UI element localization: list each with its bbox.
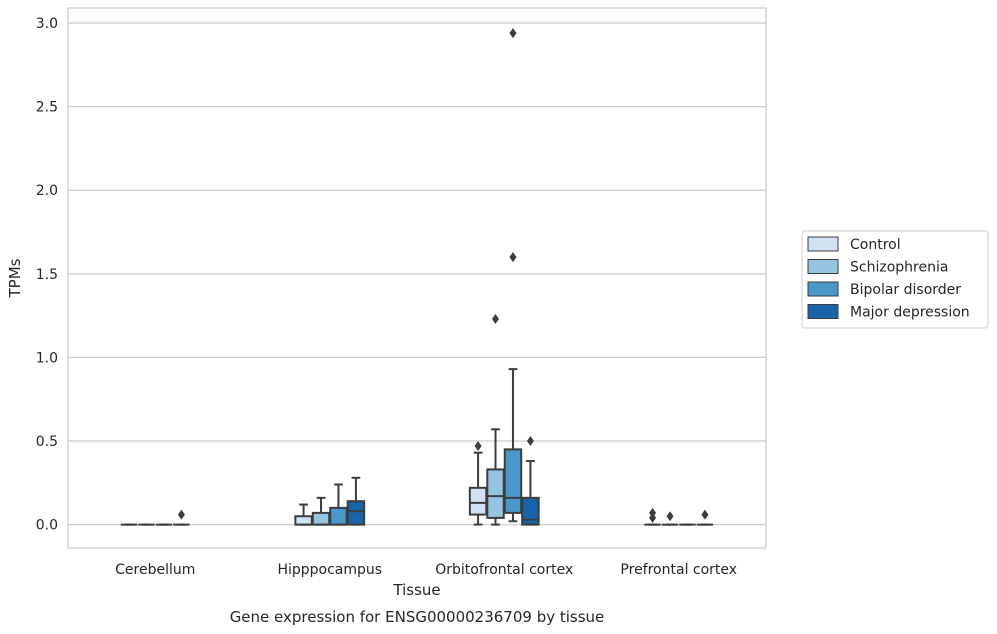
x-tick-label: Hipppocampus	[277, 562, 382, 578]
legend-label: Major depression	[850, 305, 970, 321]
series-group	[173, 436, 714, 526]
outlier-point	[177, 509, 185, 520]
x-tick-label: Cerebellum	[115, 562, 195, 578]
plot-background	[68, 8, 766, 548]
outlier-point	[701, 509, 709, 520]
iqr-box	[468, 486, 488, 516]
outlier-point	[526, 436, 534, 447]
figure-caption: Gene expression for ENSG00000236709 by t…	[230, 608, 605, 626]
y-tick-label: 2.5	[36, 100, 58, 116]
outlier-point	[649, 512, 657, 523]
legend-frame	[801, 230, 989, 329]
iqr-box	[311, 511, 331, 526]
plot-frame	[67, 7, 767, 549]
x-tick-labels: Cerebellum Hipppocampus Orbitofrontal cort…	[115, 562, 737, 578]
outlier-point	[492, 313, 500, 324]
legend-label: Bipolar disorder	[850, 282, 961, 298]
y-tick-label: 1.5	[36, 267, 58, 283]
iqr-box	[503, 448, 523, 514]
box-series	[120, 28, 714, 526]
x-axis-title: Tissue	[392, 581, 440, 599]
legend-swatch	[807, 304, 839, 319]
iqr-box	[294, 515, 313, 526]
outlier-point	[649, 507, 657, 518]
x-tick-label: Prefrontal cortex	[620, 562, 737, 578]
iqr-box	[346, 500, 366, 526]
legend-swatch	[807, 236, 839, 252]
y-gridlines	[68, 22, 766, 526]
outlier-point	[666, 511, 674, 522]
legend-label: Schizophrenia	[850, 260, 948, 276]
outlier-point	[474, 441, 482, 452]
legend-label: Control	[850, 237, 901, 253]
y-axis-title: TPMs	[6, 258, 24, 298]
iqr-box	[521, 496, 540, 526]
outlier-point	[509, 252, 517, 263]
legend: Control Schizophrenia Bipolar disorder Majo…	[801, 230, 989, 329]
iqr-box	[329, 506, 348, 526]
y-tick-label: 0.0	[36, 518, 58, 534]
y-tick-label: 2.0	[36, 183, 58, 199]
outlier-point	[509, 28, 517, 39]
legend-swatch	[807, 281, 839, 297]
series-group	[155, 28, 696, 526]
y-tick-label: 3.0	[36, 16, 58, 32]
x-tick-label: Orbitofrontal cortex	[435, 562, 573, 578]
series-group	[138, 313, 679, 526]
iqr-box	[486, 468, 505, 519]
y-tick-label: 0.5	[36, 434, 58, 450]
legend-swatch	[807, 259, 839, 274]
y-tick-label: 1.0	[36, 350, 58, 366]
y-tick-labels: 0.0 0.5 1.0 1.5 2.0 2.5 3.0	[36, 16, 58, 534]
